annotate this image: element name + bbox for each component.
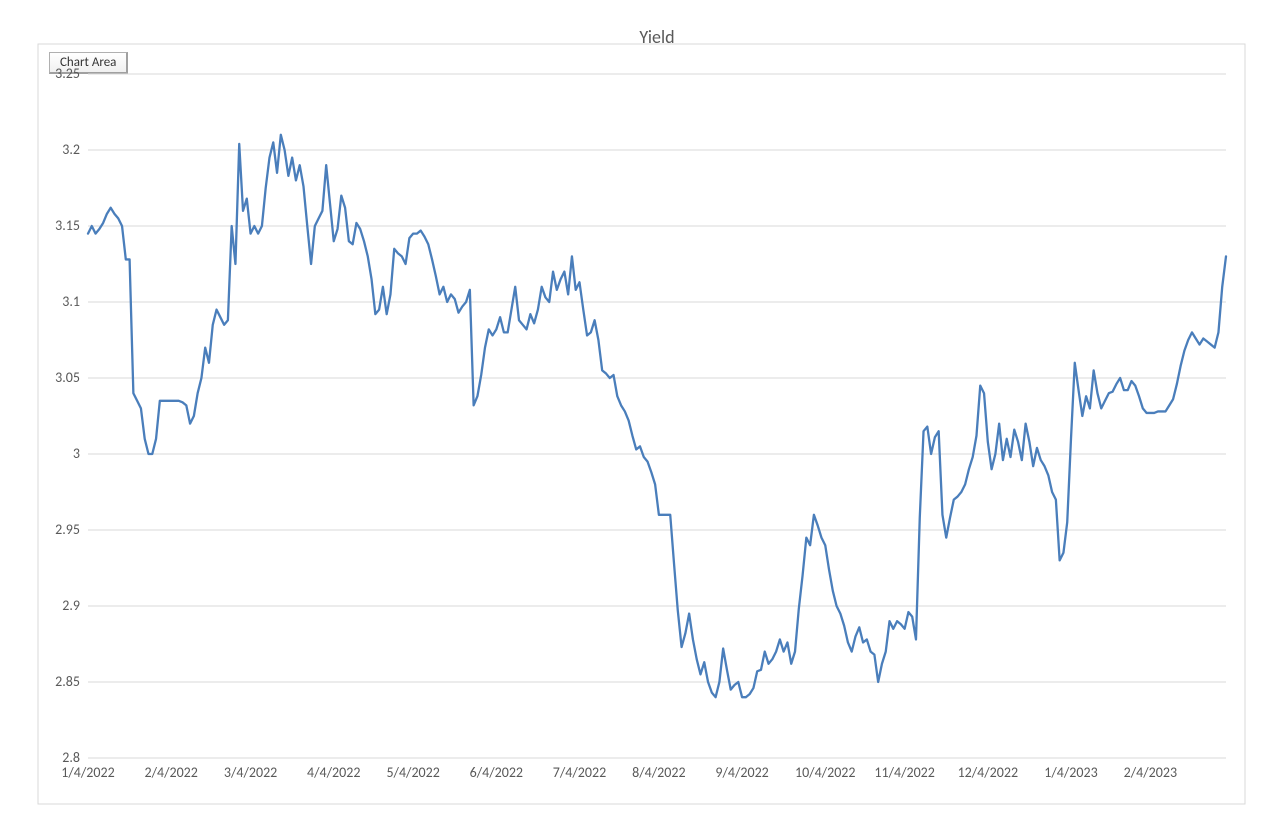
x-tick-label: 2/4/2022: [144, 764, 197, 781]
x-tick-label: 1/4/2022: [61, 764, 114, 781]
y-tick-label: 2.9: [62, 597, 80, 614]
x-tick-label: 6/4/2022: [470, 764, 523, 781]
y-tick-label: 3.1: [62, 293, 80, 310]
x-tick-label: 8/4/2022: [632, 764, 685, 781]
y-tick-label: 3.2: [62, 141, 80, 158]
chart-plot-area: [0, 0, 1283, 819]
x-tick-label: 2/4/2023: [1124, 764, 1177, 781]
y-tick-label: 3: [73, 445, 80, 462]
y-tick-label: 3.25: [55, 65, 80, 82]
x-tick-label: 10/4/2022: [795, 764, 855, 781]
chart-container: Chart Area Yield 2.82.852.92.9533.053.13…: [0, 0, 1283, 819]
yield-series-line: [88, 135, 1226, 697]
x-tick-label: 1/4/2023: [1044, 764, 1097, 781]
x-tick-label: 11/4/2022: [874, 764, 934, 781]
x-tick-label: 5/4/2022: [386, 764, 439, 781]
x-tick-label: 12/4/2022: [958, 764, 1018, 781]
y-tick-label: 3.15: [55, 217, 80, 234]
y-tick-label: 3.05: [55, 369, 80, 386]
x-tick-label: 4/4/2022: [307, 764, 360, 781]
y-tick-label: 2.95: [55, 521, 80, 538]
y-tick-label: 2.85: [55, 673, 80, 690]
x-tick-label: 3/4/2022: [224, 764, 277, 781]
chart-outer-frame: [38, 44, 1245, 804]
chart-gridlines: [88, 74, 1226, 758]
x-tick-label: 9/4/2022: [715, 764, 768, 781]
x-tick-label: 7/4/2022: [553, 764, 606, 781]
